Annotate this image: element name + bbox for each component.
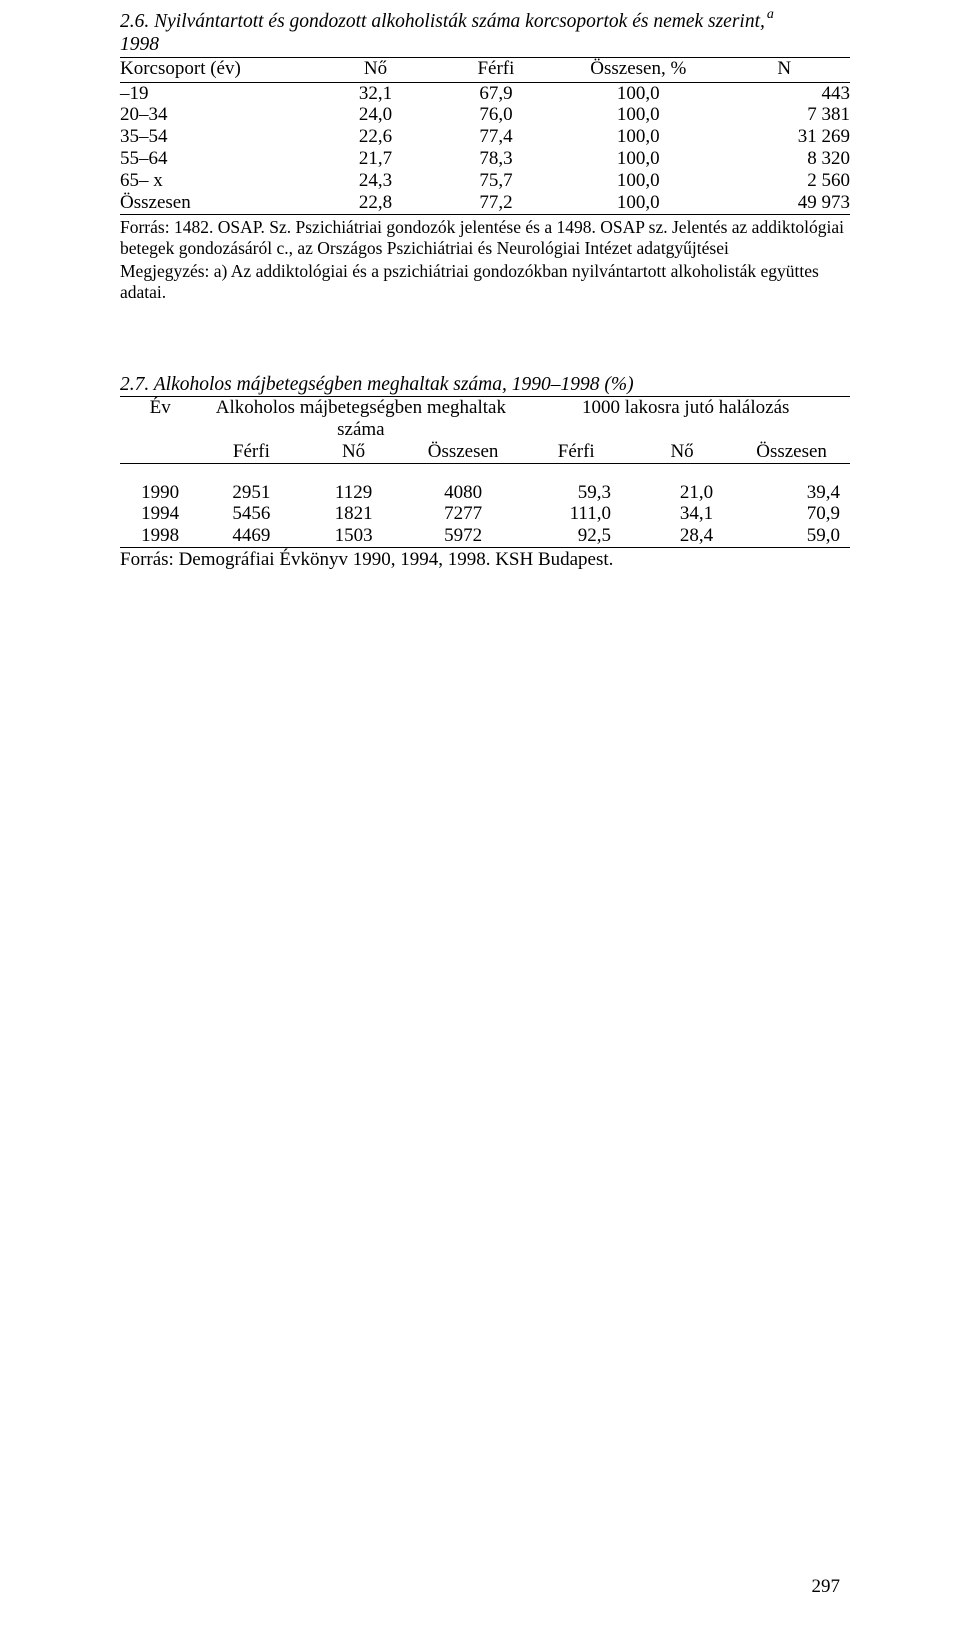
table2-source: Forrás: Demográfiai Évkönyv 1990, 1994, … xyxy=(120,549,850,572)
t1-h-age: Korcsoport (év) xyxy=(120,57,317,82)
table1-note: Megjegyzés: a) Az addiktológiai és a psz… xyxy=(120,261,850,303)
table-row: 1998 4469 1503 5972 92,5 28,4 59,0 xyxy=(120,525,850,547)
t2-h-group2: 1000 lakosra jutó halálozás xyxy=(521,397,850,441)
table-row: 1990 2951 1129 4080 59,3 21,0 39,4 xyxy=(120,482,850,504)
t2-h-ossz-a: Összesen xyxy=(405,441,522,463)
t1-h-ossz: Összesen, % xyxy=(558,57,719,82)
t1-h-no: Nő xyxy=(317,57,434,82)
table1-title-line1: 2.6. Nyilvántartott és gondozott alkohol… xyxy=(120,11,765,32)
t2-h-ferfi-b: Férfi xyxy=(521,441,631,463)
table-row: 55–64 21,7 78,3 100,0 8 320 xyxy=(120,148,850,170)
table-row: –19 32,1 67,9 100,0 443 xyxy=(120,82,850,104)
table-row: 20–34 24,0 76,0 100,0 7 381 xyxy=(120,104,850,126)
table-row: 1994 5456 1821 7277 111,0 34,1 70,9 xyxy=(120,503,850,525)
t1-h-ferfi: Férfi xyxy=(434,57,558,82)
table-row: 35–54 22,6 77,4 100,0 31 269 xyxy=(120,126,850,148)
table1-source: Forrás: 1482. OSAP. Sz. Pszichiátriai go… xyxy=(120,217,850,259)
table2: Év Alkoholos májbetegségben meghaltak sz… xyxy=(120,396,850,548)
t2-h-no-b: Nő xyxy=(631,441,733,463)
page-number: 297 xyxy=(812,1576,841,1599)
t2-h-year: Év xyxy=(120,397,200,464)
t2-h-no-a: Nő xyxy=(302,441,404,463)
t2-h-ferfi-a: Férfi xyxy=(200,441,302,463)
t1-h-n: N xyxy=(719,57,850,82)
table1-title-line2: 1998 xyxy=(120,34,159,55)
table-row: Összesen 22,8 77,2 100,0 49 973 xyxy=(120,192,850,214)
table1: Korcsoport (év) Nő Férfi Összesen, % N –… xyxy=(120,57,850,215)
table-row: 65– x 24,3 75,7 100,0 2 560 xyxy=(120,170,850,192)
t2-h-ossz-b: Összesen xyxy=(733,441,850,463)
table1-title: 2.6. Nyilvántartott és gondozott alkohol… xyxy=(120,10,850,57)
table1-title-sup: a xyxy=(767,7,774,22)
table2-title: 2.7. Alkoholos májbetegségben meghaltak … xyxy=(120,373,850,396)
t2-h-group1: Alkoholos májbetegségben meghaltak száma xyxy=(200,397,521,441)
